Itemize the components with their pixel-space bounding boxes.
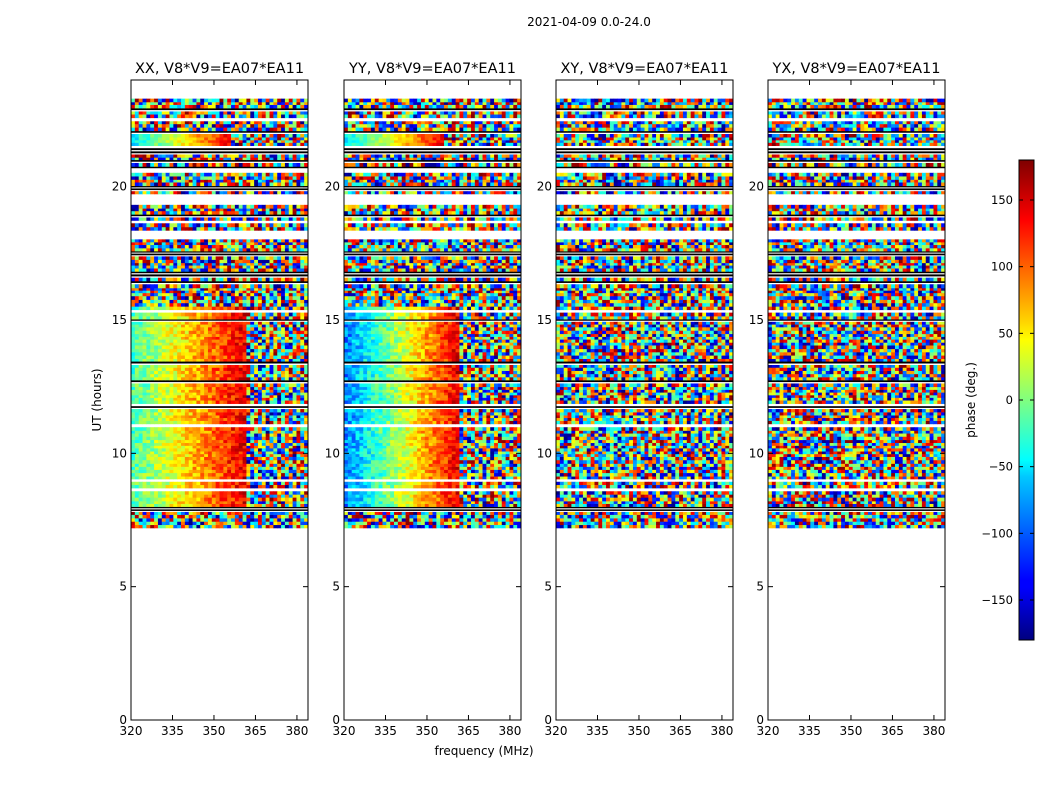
x-tick-label: 380: [922, 724, 945, 738]
y-tick-label: 5: [756, 580, 764, 594]
y-tick-label: 0: [544, 713, 552, 727]
axes-frame: [767, 79, 946, 721]
axes-frame: [343, 79, 522, 721]
y-tick-label: 0: [119, 713, 127, 727]
panel-title: XX, V8*V9=EA07*EA11: [135, 61, 304, 77]
x-tick-label: 365: [244, 724, 267, 738]
y-tick-label: 20: [749, 180, 764, 194]
colorbar-tick-label: 150: [991, 193, 1013, 207]
panel-xx: XX, V8*V9=EA07*EA11 320 335 350 365 380 0 5 10 15…: [112, 61, 309, 738]
x-tick-label: 365: [881, 724, 904, 738]
panel-title: YY, V8*V9=EA07*EA11: [348, 61, 516, 77]
y-tick-label: 0: [332, 713, 340, 727]
x-tick-label: 350: [628, 724, 651, 738]
axes-frame: [555, 79, 734, 721]
x-tick-label: 380: [498, 724, 521, 738]
panel-title: XY, V8*V9=EA07*EA11: [560, 61, 728, 77]
y-tick-label: 10: [537, 446, 552, 460]
y-tick-label: 0: [756, 713, 764, 727]
y-tick-label: 20: [537, 180, 552, 194]
colorbar-tick-label: −50: [989, 460, 1013, 474]
colorbar-label: phase (deg.): [964, 362, 978, 438]
heatmap-yx: [768, 98, 945, 529]
panel-xy: XY, V8*V9=EA07*EA11 320 335 350 365 380 0 5 10 15…: [537, 61, 734, 738]
colorbar: 150 100 50 0 −50 −100 −150 phase (deg.): [964, 159, 1035, 641]
x-tick-label: 335: [586, 724, 609, 738]
y-tick-label: 15: [112, 313, 127, 327]
panels-group: XX, V8*V9=EA07*EA11 320 335 350 365 380 0 5 10 15…: [112, 61, 946, 738]
y-tick-label: 10: [749, 446, 764, 460]
y-tick-label: 20: [112, 180, 127, 194]
heatmap-xy: [556, 98, 733, 529]
x-tick-label: 380: [285, 724, 308, 738]
y-tick-label: 5: [332, 580, 340, 594]
panel-title: YX, V8*V9=EA07*EA11: [771, 61, 940, 77]
heatmap-yy: [344, 98, 521, 529]
x-tick-label: 335: [161, 724, 184, 738]
x-tick-label: 365: [669, 724, 692, 738]
x-tick-label: 320: [120, 724, 143, 738]
y-axis-label: UT (hours): [90, 368, 104, 431]
panel-yy: YY, V8*V9=EA07*EA11 320 335 350 365 380 0 5 10 15…: [325, 61, 522, 738]
y-tick-label: 10: [112, 446, 127, 460]
y-tick-label: 15: [537, 313, 552, 327]
x-tick-label: 335: [374, 724, 397, 738]
colorbar-tick-label: 100: [991, 260, 1013, 274]
x-tick-label: 320: [757, 724, 780, 738]
heatmap-xx: [131, 98, 308, 529]
x-tick-label: 335: [798, 724, 821, 738]
y-tick-label: 20: [325, 180, 340, 194]
x-axis-label: frequency (MHz): [434, 744, 533, 758]
colorbar-tick-label: 0: [1006, 393, 1013, 407]
suptitle: 2021-04-09 0.0-24.0: [527, 15, 651, 29]
x-tick-label: 320: [545, 724, 568, 738]
x-tick-label: 350: [416, 724, 439, 738]
y-tick-label: 15: [325, 313, 340, 327]
x-tick-label: 350: [840, 724, 863, 738]
colorbar-tick-label: 50: [998, 326, 1013, 340]
y-tick-label: 5: [119, 580, 127, 594]
axes-frame: [130, 79, 309, 721]
colorbar-tick-label: −100: [981, 526, 1013, 540]
x-tick-label: 320: [333, 724, 356, 738]
x-tick-label: 380: [710, 724, 733, 738]
y-tick-label: 5: [544, 580, 552, 594]
x-tick-label: 350: [203, 724, 226, 738]
panel-yx: YX, V8*V9=EA07*EA11 320 335 350 365 380 0 5 10 15…: [749, 61, 946, 738]
x-tick-label: 365: [457, 724, 480, 738]
y-tick-label: 15: [749, 313, 764, 327]
y-tick-label: 10: [325, 446, 340, 460]
colorbar-tick-label: −150: [981, 593, 1013, 607]
